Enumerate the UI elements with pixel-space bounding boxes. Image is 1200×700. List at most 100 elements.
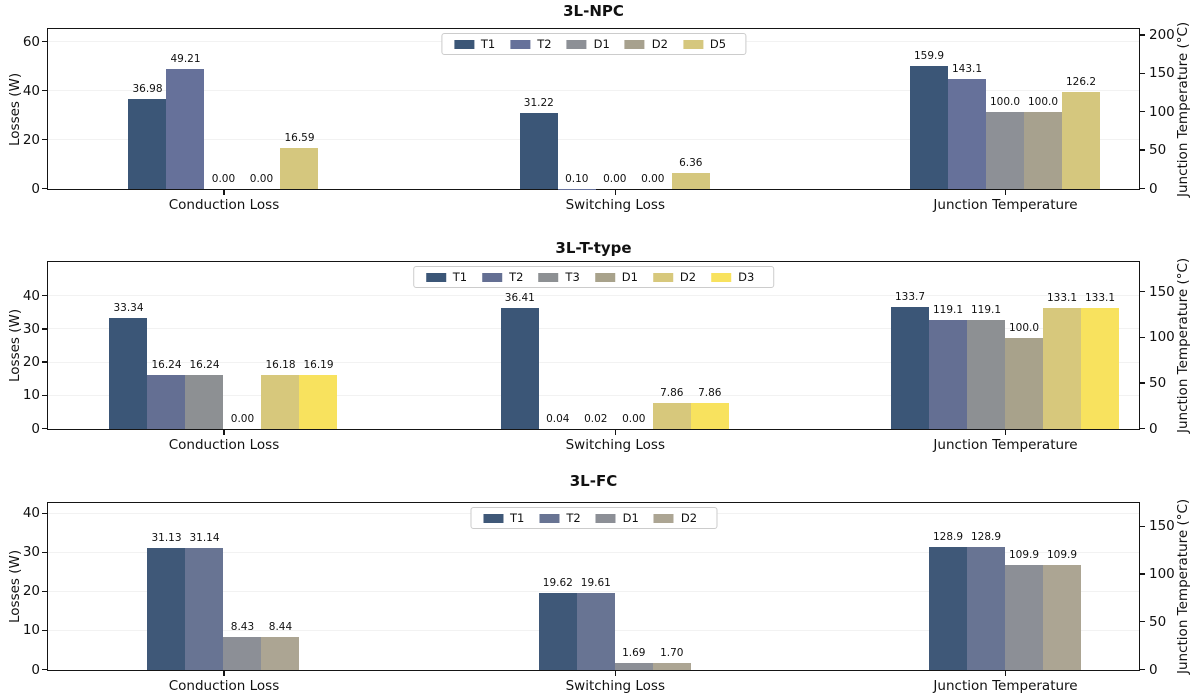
bar-t3-3: [967, 320, 1006, 429]
x-category-label: Switching Loss: [565, 437, 666, 453]
x-category-label: Junction Temperature: [933, 437, 1078, 453]
bar-d3-2: [690, 402, 729, 429]
legend-swatch: [653, 513, 674, 523]
bar-value: 36.41: [504, 292, 535, 305]
legend-item-d2: D2: [650, 511, 708, 525]
legend-swatch: [624, 39, 645, 49]
bar-value: 16.59: [284, 132, 315, 145]
bar-t1-3: [929, 547, 968, 670]
bar-d3-1: [299, 375, 338, 429]
legend-swatch: [538, 272, 559, 282]
gridline: [48, 328, 1139, 330]
legend-label: D1: [593, 37, 610, 51]
y-tick-mark-right: [1140, 149, 1145, 151]
bar-d2-1: [261, 375, 300, 429]
bar-d2-3: [1043, 307, 1082, 429]
chart-title: 3L-NPC: [563, 2, 624, 20]
legend-swatch: [652, 272, 673, 282]
bar-d3-3: [1081, 307, 1120, 429]
gridline: [48, 590, 1139, 592]
bar-value: 0.00: [622, 413, 646, 425]
x-category-label: Junction Temperature: [933, 197, 1078, 213]
bar-value: 0.00: [230, 413, 255, 425]
y-tick-mark-left: [42, 187, 47, 190]
legend-swatch: [595, 513, 616, 523]
bar-d5-1: [280, 148, 319, 189]
legend-item-d2: D2: [621, 37, 679, 51]
bar-value: 7.86: [660, 386, 684, 399]
bar-value: 7.86: [698, 386, 722, 399]
x-category-label: Conduction Loss: [168, 197, 280, 213]
x-tick-mark: [223, 190, 225, 195]
legend-item-t2: T2: [478, 270, 534, 284]
bar-value: 0.04: [546, 412, 570, 425]
bar-d1-3: [1005, 337, 1044, 429]
bar-t1-2: [538, 593, 577, 670]
bar-d5-3: [1062, 92, 1101, 189]
x-tick-mark: [614, 671, 616, 676]
y-tick-label-right: 0: [1149, 661, 1158, 678]
legend-label: D2: [679, 270, 697, 284]
y-axis-label-right: Junction Temperature (°C): [1175, 257, 1191, 434]
y-axis-label-right: Junction Temperature (°C): [1175, 21, 1191, 197]
legend-label: D2: [651, 37, 668, 51]
y-tick-label-left: 10: [22, 387, 40, 404]
x-tick-mark: [1004, 190, 1007, 195]
gridline: [48, 361, 1139, 363]
y-tick-mark-right: [1140, 110, 1145, 113]
bar-value: 0.00: [211, 173, 236, 185]
legend-item-t1: T1: [450, 37, 506, 51]
y-tick-label-left: 0: [31, 420, 40, 437]
bar-value: 1.70: [660, 647, 684, 660]
y-tick-mark-right: [1140, 573, 1145, 575]
legend-swatch: [566, 39, 587, 49]
bar-value: 119.1: [970, 304, 1002, 317]
bar-t2-1: [147, 375, 186, 429]
subplot-3l-t-type: 3L-T-type T1 T2 T3 D1 D2 D3 33.34 16.24 16.24 0.00…: [0, 233, 1200, 466]
bar-d2-3: [1024, 112, 1063, 189]
y-tick-label-left: 20: [22, 131, 40, 148]
legend-swatch: [510, 39, 531, 49]
y-tick-mark-right: [1140, 382, 1145, 384]
legend-label: D2: [680, 511, 698, 525]
bar-value: 8.44: [268, 621, 293, 634]
legend-label: D5: [709, 37, 727, 51]
bar-value: 49.21: [170, 52, 201, 65]
legend-label: T1: [509, 511, 525, 525]
bar-value: 133.1: [1046, 291, 1078, 304]
bar-t2-3: [967, 547, 1006, 670]
legend-label: D3: [738, 270, 755, 284]
bar-value: 31.13: [151, 532, 182, 545]
y-tick-label-right: 50: [1149, 142, 1167, 159]
bar-value: 8.43: [230, 621, 255, 634]
bar-t1-3: [891, 307, 930, 429]
y-tick-mark-left: [42, 590, 47, 593]
y-tick-mark-left: [42, 551, 47, 553]
bar-value: 100.0: [1008, 321, 1040, 334]
gridline: [48, 139, 1139, 141]
x-category-label: Junction Temperature: [933, 678, 1078, 694]
y-tick-label-left: 20: [22, 354, 40, 371]
bar-value: 109.9: [1046, 549, 1078, 562]
subplot-3l-fc: 3L-FC T1 T2 D1 D2 31.13 31.14 8.43 8.44 19.62 19.6…: [0, 466, 1200, 700]
legend-label: T1: [452, 270, 468, 284]
bar-t1-2: [519, 112, 558, 189]
bar-value: 31.22: [523, 96, 554, 109]
x-tick-mark: [1004, 430, 1007, 435]
legend-swatch: [594, 272, 615, 282]
gridline: [48, 90, 1139, 92]
legend-swatch: [482, 272, 503, 282]
bar-t1-2: [500, 308, 539, 429]
y-tick-label-right: 100: [1149, 566, 1175, 583]
bar-d2-3: [1043, 565, 1082, 670]
legend-swatch: [539, 513, 560, 523]
x-tick-mark: [1004, 671, 1007, 676]
bar-value: 36.98: [132, 82, 163, 95]
y-tick-mark-left: [42, 89, 47, 92]
y-tick-mark-left: [42, 629, 47, 632]
y-tick-label-right: 200: [1149, 26, 1175, 43]
bar-d2-2: [652, 402, 691, 429]
bar-d2-2: [652, 663, 691, 670]
bar-t1-1: [147, 548, 186, 670]
